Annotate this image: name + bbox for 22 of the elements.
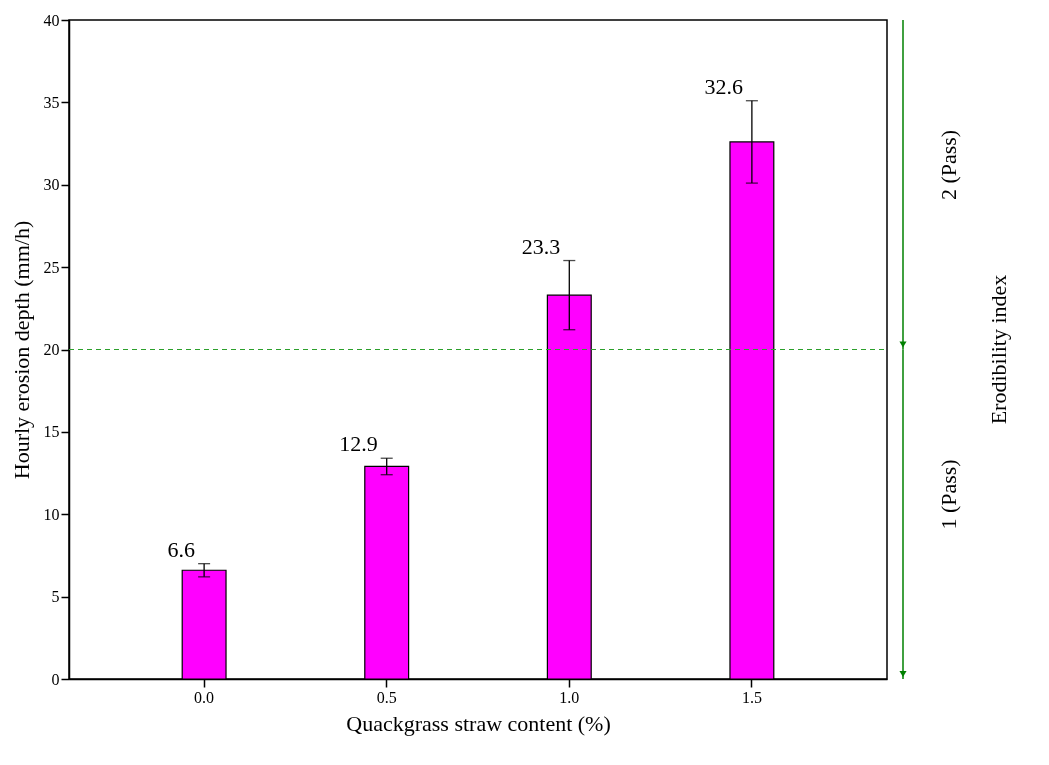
text: 1 (Pass) — [936, 459, 961, 530]
text: 2 (Pass) — [936, 129, 961, 201]
data-label: 12.9 — [339, 431, 378, 457]
x-tick-label: 1.5 — [741, 688, 762, 706]
x-axis-title: Quackgrass straw content (%) — [346, 710, 611, 736]
y-tick-label: 5 — [51, 588, 60, 606]
y-tick-label: 10 — [43, 505, 60, 523]
x-tick-label: 1.0 — [559, 688, 580, 706]
y-tick-label: 15 — [43, 423, 60, 441]
x-tick-label: 0.0 — [194, 688, 215, 706]
data-label: 32.6 — [704, 73, 743, 99]
data-label: 6.6 — [167, 536, 196, 562]
y-tick-label: 30 — [43, 176, 60, 194]
data-label: 23.3 — [521, 233, 561, 259]
x-tick-label: 0.5 — [376, 688, 397, 706]
y-tick-label: 25 — [43, 258, 60, 276]
y-tick-label: 40 — [43, 11, 60, 29]
y-axis-title: Hourly erosion depth (mm/h) — [8, 220, 34, 480]
y-tick-label: 20 — [43, 341, 60, 358]
y-tick-label: 35 — [43, 93, 60, 111]
y2-axis-title: Erodibility index — [986, 274, 1011, 425]
y-tick-label: 0 — [51, 670, 60, 688]
